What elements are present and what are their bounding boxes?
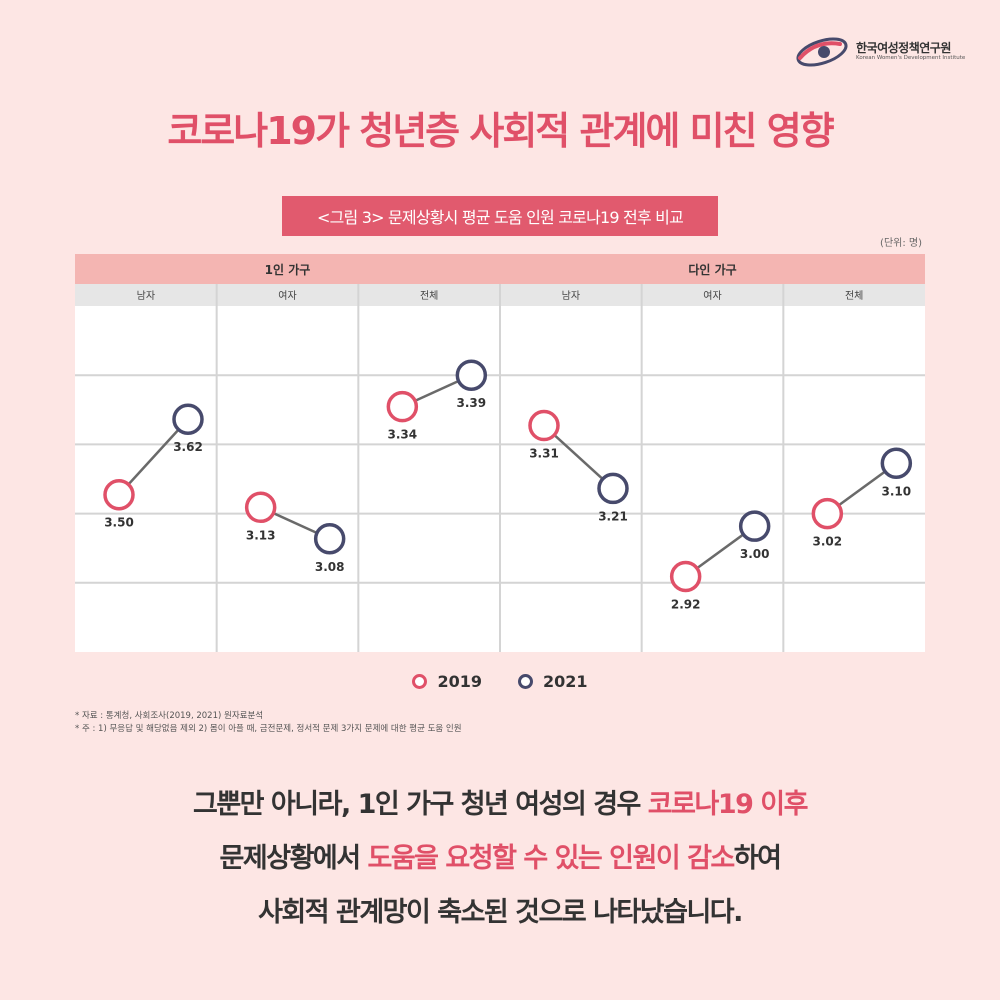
legend-label-2021: 2021 <box>543 672 588 691</box>
legend-label-2019: 2019 <box>437 672 482 691</box>
category-header: 여자 <box>278 290 296 302</box>
value-label-2019: 3.31 <box>529 447 559 461</box>
value-label-2021: 3.62 <box>173 440 203 454</box>
point-2019 <box>103 478 135 511</box>
value-label-2021: 3.00 <box>740 547 770 561</box>
category-header: 전체 <box>845 290 863 302</box>
body-line-1: 그뿐만 아니라, 1인 가구 청년 여성의 경우 코로나19 이후 <box>0 778 1000 832</box>
value-label-2021: 3.21 <box>598 509 628 523</box>
legend-item-2021: 2021 <box>518 672 588 691</box>
body-line-3: 사회적 관계망이 축소된 것으로 나타났습니다. <box>258 897 743 928</box>
point-2021 <box>455 359 488 391</box>
value-label-2021: 3.10 <box>882 484 912 498</box>
category-header: 여자 <box>703 290 721 302</box>
point-2019 <box>244 491 277 524</box>
group-header: 다인 가구 <box>688 262 736 277</box>
value-label-2019: 3.34 <box>388 428 418 442</box>
logo-name-ko: 한국여성정책연구원 <box>856 41 951 56</box>
kwdi-logo-icon <box>796 37 848 67</box>
category-header: 전체 <box>420 290 438 302</box>
point-2021 <box>172 403 204 435</box>
point-2019 <box>528 409 560 442</box>
body-line-2: 문제상황에서 도움을 요청할 수 있는 인원이 감소하여 <box>0 832 1000 886</box>
chart-legend: 2019 2021 <box>0 672 1000 691</box>
body-line-1-text: 그뿐만 아니라, 1인 가구 청년 여성의 경우 <box>193 789 648 820</box>
point-2019 <box>386 390 419 423</box>
value-label-2019: 3.50 <box>104 516 134 530</box>
legend-marker-2021 <box>518 674 533 689</box>
header-group-band <box>75 254 925 284</box>
logo-name-en: Korean Women's Development Institute <box>856 55 966 62</box>
body-line-2-highlight: 도움을 요청할 수 있는 인원이 감소 <box>367 843 736 874</box>
footnote-note: * 주 : 1) 무응답 및 해당없음 제외 2) 몸이 아플 때, 금전문제,… <box>75 724 462 734</box>
footnote-source: * 자료 : 통계청, 사회조사(2019, 2021) 원자료분석 <box>75 711 264 721</box>
unit-label: (단위: 명) <box>880 238 922 249</box>
value-label-2021: 3.39 <box>457 396 487 410</box>
body-line-2-text-a: 문제상황에서 <box>219 843 368 874</box>
body-line-1-highlight: 코로나19 이후 <box>647 789 809 820</box>
category-header: 남자 <box>137 290 155 302</box>
value-label-2019: 3.02 <box>813 535 843 549</box>
kwdi-logo: 한국여성정책연구원 Korean Women's Development Ins… <box>794 36 965 68</box>
value-label-2021: 3.08 <box>315 560 345 574</box>
category-header: 남자 <box>562 290 580 302</box>
value-label-2019: 2.92 <box>671 598 701 612</box>
point-2021 <box>880 447 913 480</box>
point-2019 <box>669 560 702 593</box>
legend-marker-2019 <box>412 674 428 689</box>
group-header: 1인 가구 <box>265 262 311 277</box>
footnotes: * 자료 : 통계청, 사회조사(2019, 2021) 원자료분석 * 주 :… <box>75 710 462 736</box>
page-title: 코로나19가 청년층 사회적 관계에 미친 영향 <box>167 109 834 153</box>
connector-line <box>118 418 189 496</box>
value-label-2019: 3.13 <box>246 528 276 542</box>
point-2021 <box>738 510 771 542</box>
body-line-2-text-c: 하여 <box>733 843 782 874</box>
legend-item-2019: 2019 <box>412 672 482 691</box>
point-2021 <box>313 523 346 555</box>
body-text: 그뿐만 아니라, 1인 가구 청년 여성의 경우 코로나19 이후 문제상황에서… <box>0 778 1000 940</box>
point-2021 <box>597 472 629 505</box>
figure-caption: <그림 3> 문제상황시 평균 도움 인원 코로나19 전후 비교 <box>282 196 718 236</box>
point-2019 <box>811 497 844 530</box>
